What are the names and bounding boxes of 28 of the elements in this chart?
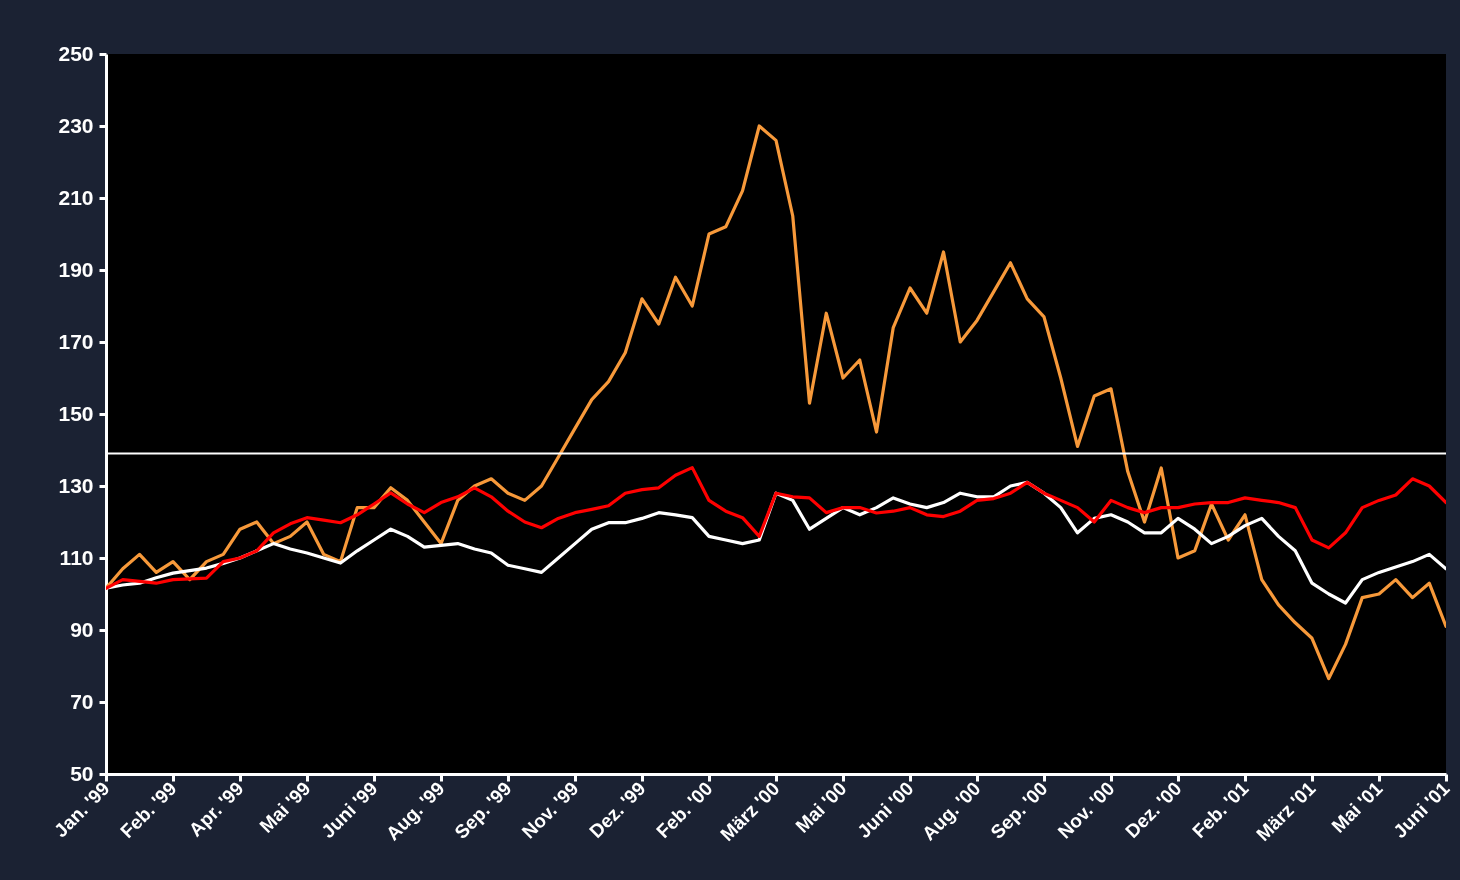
x-tick-label: Aug. '99 <box>381 777 449 845</box>
y-tick-label: 190 <box>58 257 94 281</box>
x-tick-label: Dez. '00 <box>1121 777 1186 843</box>
y-tick-label: 110 <box>59 545 94 569</box>
x-tick-label: Mai '99 <box>255 777 315 837</box>
y-tick-label: 150 <box>58 401 94 425</box>
x-tick-label: Nov. '00 <box>1053 777 1119 843</box>
y-tick-label: 90 <box>70 617 94 641</box>
x-tick-label: Mai '00 <box>791 777 851 837</box>
x-tick-label: Mai '01 <box>1327 777 1387 837</box>
x-tick-label: Feb. '99 <box>116 777 181 843</box>
y-tick-label: 230 <box>58 113 94 137</box>
x-tick-label: Nov. '99 <box>517 777 583 843</box>
line-series <box>106 124 1446 681</box>
x-tick-label: Feb. '01 <box>1188 777 1253 843</box>
x-tick-label: Apr. '99 <box>184 777 248 841</box>
x-tick-label: Dez. '99 <box>585 777 650 843</box>
line-series <box>106 466 1446 590</box>
y-tick-label: 70 <box>70 689 94 713</box>
x-tick-label: Aug. '00 <box>917 777 985 845</box>
x-tick-label: Feb. '00 <box>652 777 717 843</box>
y-tick-label: 170 <box>58 329 94 353</box>
y-tick-label: 130 <box>58 473 94 497</box>
y-tick-label: 210 <box>58 185 94 209</box>
x-tick-label: Sep. '99 <box>450 777 516 843</box>
y-tick-label: 250 <box>58 41 94 65</box>
x-tick-label: Sep. '00 <box>986 777 1052 843</box>
y-tick-label: 50 <box>70 761 94 785</box>
